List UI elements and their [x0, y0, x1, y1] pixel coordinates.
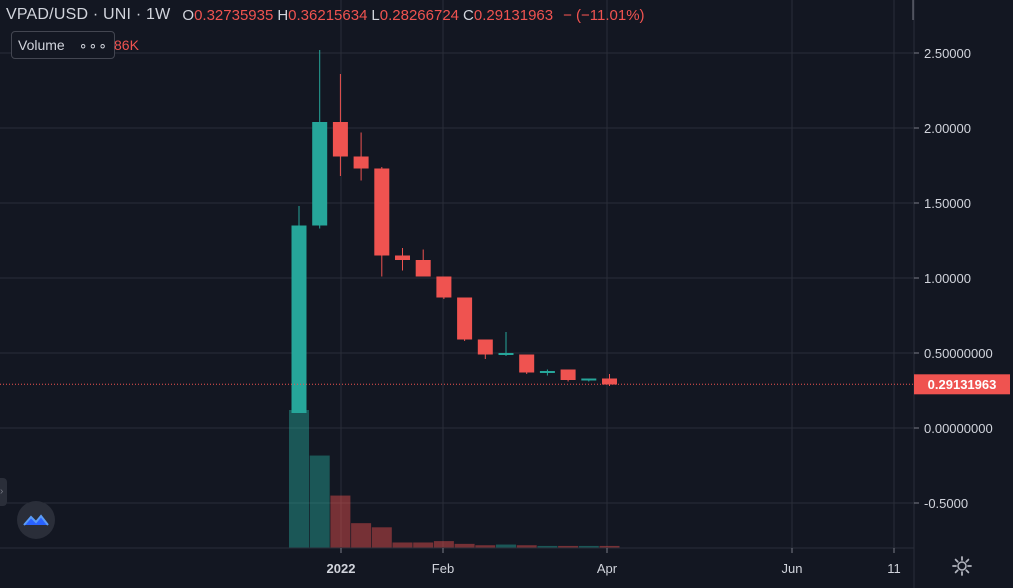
open-value: 0.32735935: [194, 6, 274, 24]
close-value: 0.29131963: [473, 6, 554, 24]
ohlc-legend: VPAD/USD · UNI · 1W O 0.32735935 H 0.36215…: [6, 6, 645, 24]
volume-bar: [454, 543, 475, 548]
volume-bar: [330, 495, 351, 548]
chart-grid: [0, 0, 914, 548]
y-tick-label: 0.50000000: [924, 346, 993, 361]
high-value: 0.36215634: [288, 6, 368, 24]
low-value: 0.28266724: [379, 6, 460, 24]
last-price-tag: 0.29131963: [914, 374, 1010, 395]
volume-bar: [475, 545, 496, 548]
candle-body: [291, 225, 307, 413]
candles: [291, 50, 617, 413]
volume-bar: [413, 542, 434, 548]
candle-body: [519, 354, 535, 373]
volume-value: 86K: [114, 37, 139, 53]
candle-body: [395, 255, 410, 260]
candle-body: [560, 369, 576, 380]
volume-bar: [392, 542, 413, 548]
high-label: H: [277, 6, 289, 24]
volume-bar: [351, 523, 372, 548]
y-tick-label: 0.00000000: [924, 421, 993, 436]
low-label: L: [371, 6, 380, 24]
volume-bar: [537, 545, 558, 548]
volume-bar: [578, 545, 599, 548]
candle-body: [374, 168, 390, 256]
candle-body: [353, 156, 369, 169]
time-axis: 2022 Feb Apr Jun 11: [327, 548, 901, 576]
candle-body: [477, 339, 493, 355]
volume-bar: [599, 545, 620, 548]
more-options-icon[interactable]: ∘∘∘: [78, 36, 108, 53]
volume-bars: [289, 410, 620, 548]
x-tick-label: Apr: [597, 561, 618, 576]
volume-bar: [309, 455, 330, 548]
candle-body: [436, 276, 452, 298]
price-axis: 2.50000 2.00000 1.50000 1.00000 0.50000000 0.…: [914, 46, 993, 511]
volume-bar: [558, 545, 579, 548]
settings-gear-icon[interactable]: [951, 555, 973, 577]
y-tick-label: 2.50000: [924, 46, 971, 61]
volume-bar: [516, 545, 537, 548]
volume-bar: [371, 527, 392, 548]
open-label: O: [182, 6, 195, 24]
close-label: C: [463, 6, 474, 24]
candle-body: [602, 378, 617, 385]
y-tick-label: 2.00000: [924, 121, 971, 136]
y-tick-label: 1.50000: [924, 196, 971, 211]
volume-bar: [433, 541, 454, 548]
candle-body: [581, 378, 597, 381]
candle-body: [457, 297, 473, 340]
volume-label: Volume: [18, 37, 65, 53]
candle-body: [332, 122, 348, 157]
collapse-handle-icon[interactable]: ›: [0, 478, 7, 506]
last-price-label: 0.29131963: [928, 377, 997, 392]
change-value: − (−11.01%): [563, 6, 645, 24]
candle-body: [539, 371, 555, 373]
volume-bar: [496, 544, 516, 548]
volume-bar: [289, 410, 309, 548]
x-tick-label: Feb: [432, 561, 454, 576]
y-tick-label: -0.5000: [924, 496, 968, 511]
y-tick-label: 1.00000: [924, 271, 971, 286]
candle-body: [498, 353, 514, 355]
candle-body: [312, 122, 328, 226]
x-tick-label: 2022: [327, 561, 356, 576]
volume-indicator-legend[interactable]: Volume ∘∘∘: [11, 31, 115, 59]
tradingview-logo-icon[interactable]: [17, 501, 55, 539]
candle-body: [415, 260, 431, 277]
x-tick-label: Jun: [782, 561, 803, 576]
x-tick-label: 11: [887, 561, 901, 576]
symbol-title[interactable]: VPAD/USD · UNI · 1W: [6, 6, 171, 23]
